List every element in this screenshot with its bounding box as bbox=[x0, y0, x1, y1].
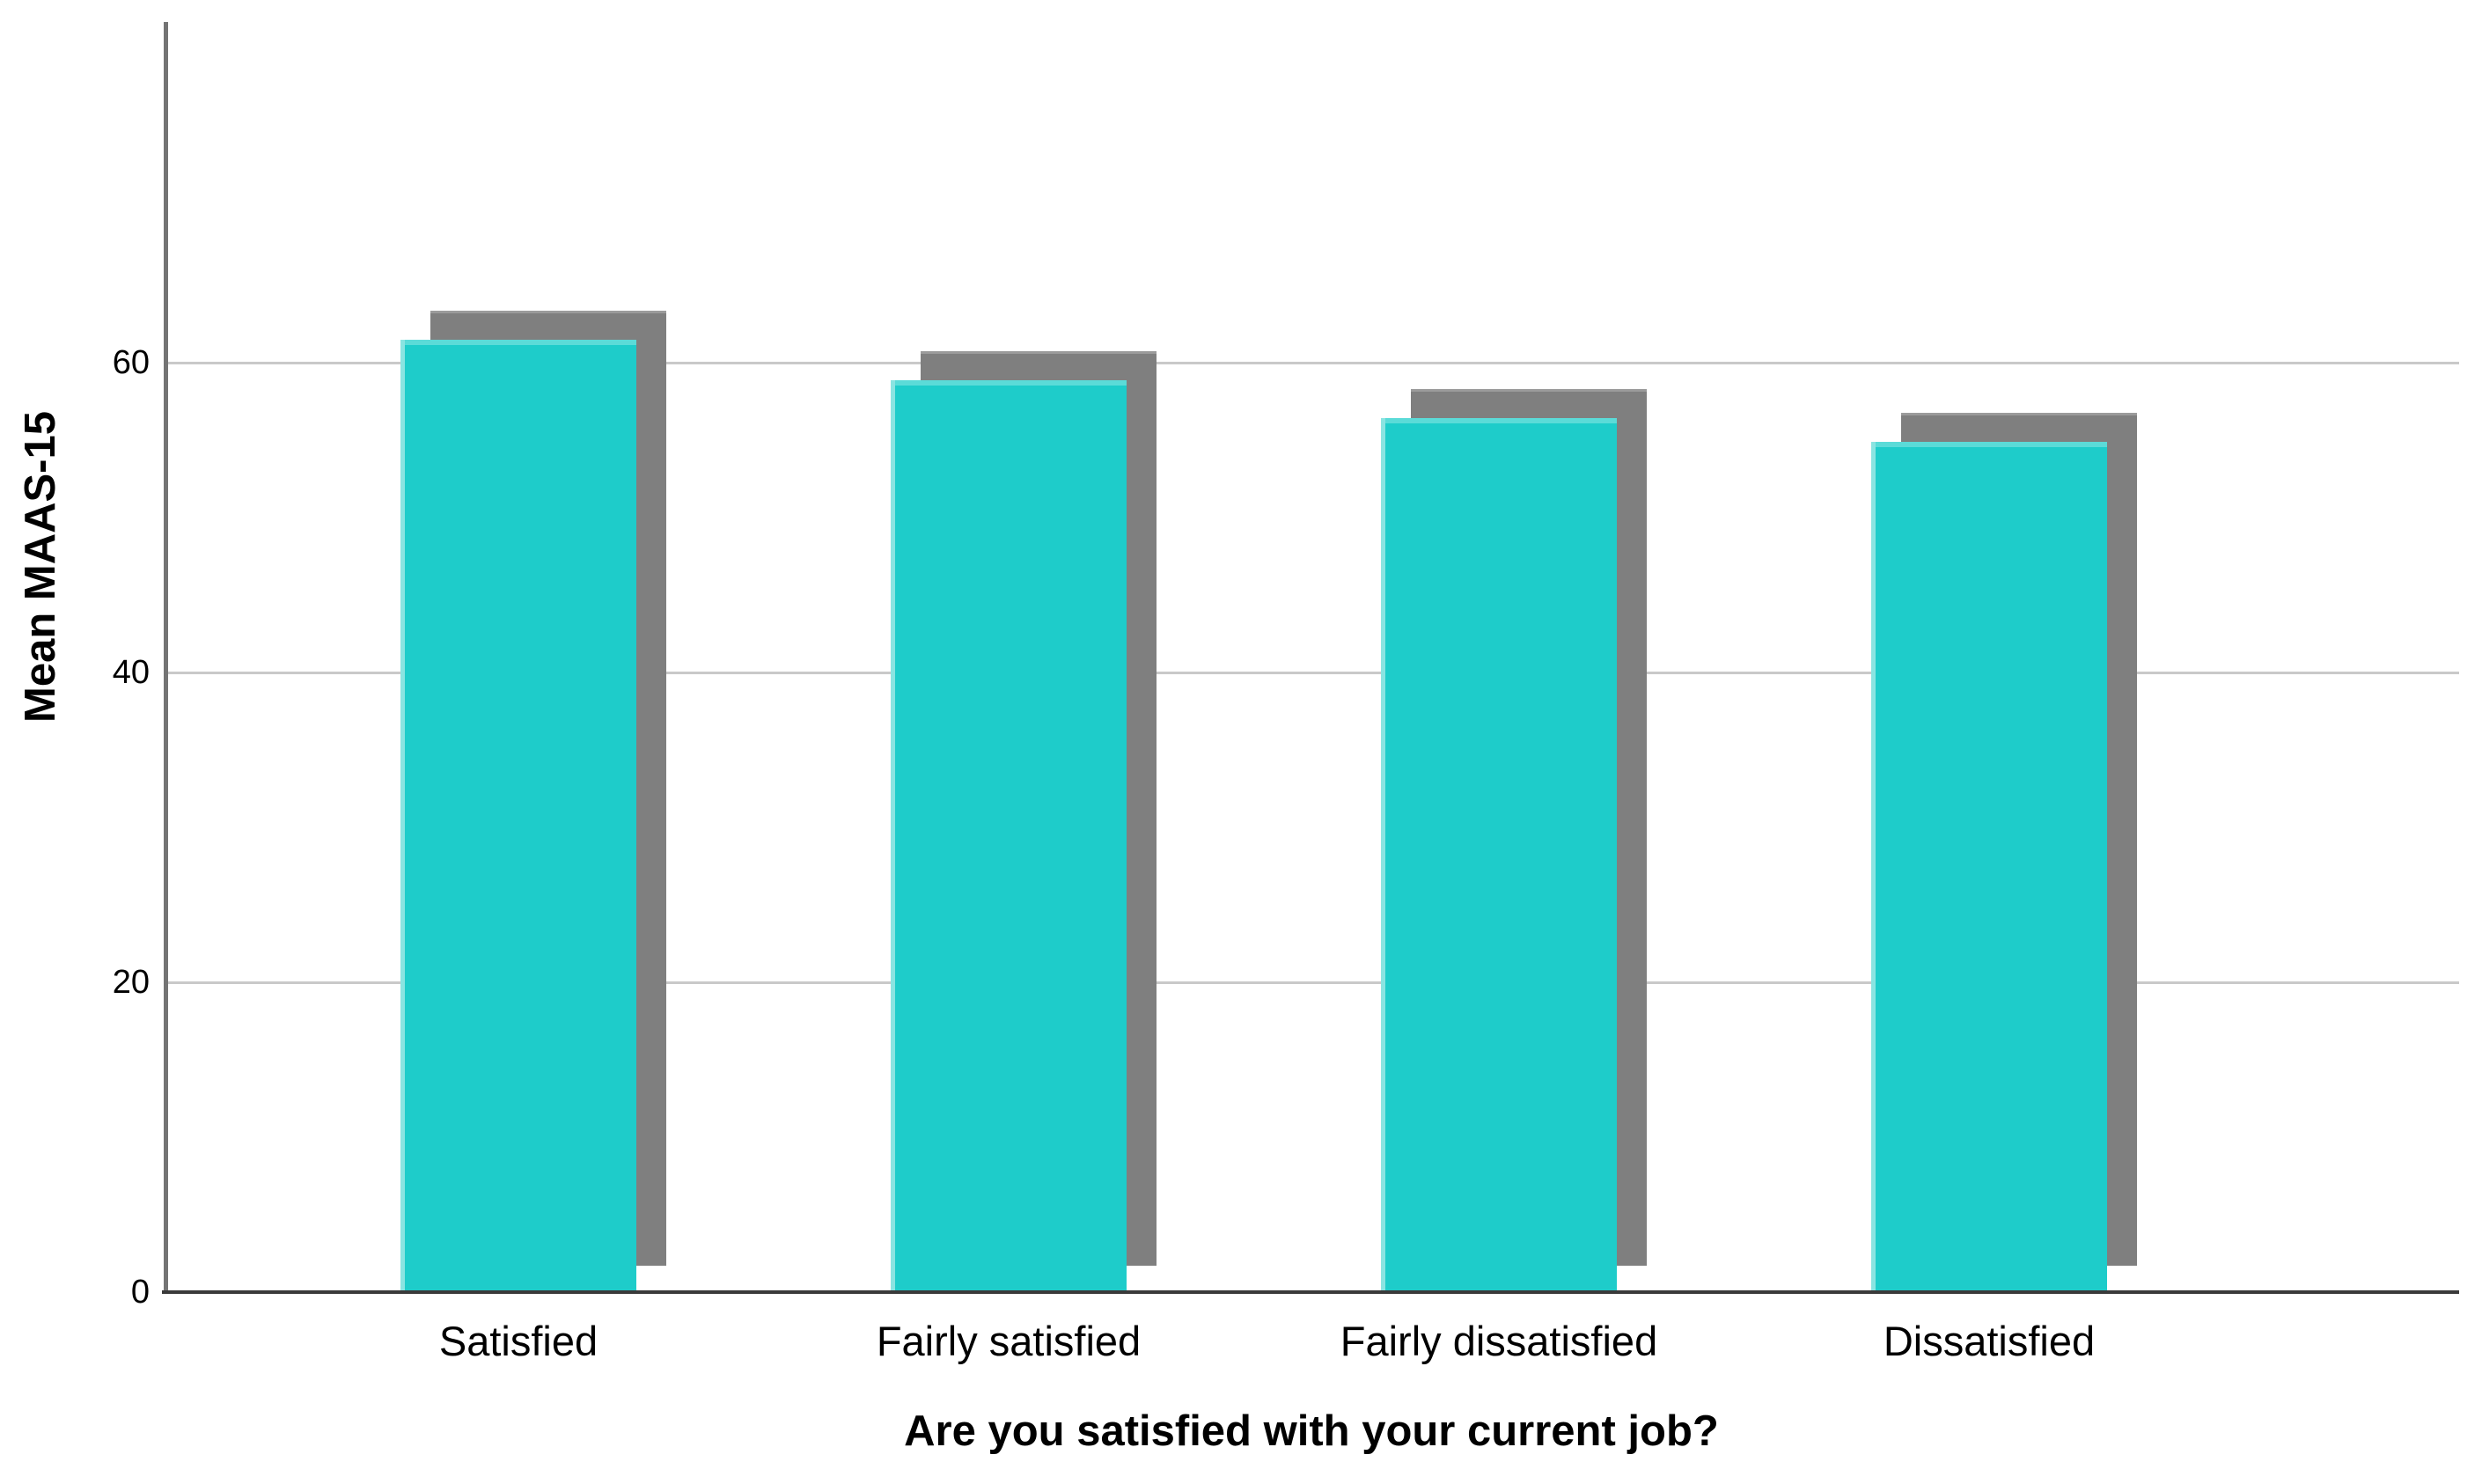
bar-1 bbox=[400, 339, 636, 1292]
y-axis-line bbox=[164, 22, 168, 1292]
x-category-label: Dissatisfied bbox=[1883, 1318, 2096, 1364]
x-axis-title: Are you satisfied with your current job? bbox=[904, 1407, 1719, 1455]
y-axis-title: Mean MAAS-15 bbox=[17, 411, 64, 723]
y-tick-label-0: 0 bbox=[130, 1274, 150, 1311]
y-tick-label-20: 20 bbox=[112, 964, 150, 1002]
bar-2 bbox=[891, 379, 1127, 1292]
y-tick-label-40: 40 bbox=[112, 654, 150, 692]
x-category-label: Fairly dissatisfied bbox=[1340, 1318, 1658, 1364]
bar-3 bbox=[1381, 418, 1617, 1292]
x-category-label: Satisfied bbox=[438, 1318, 598, 1364]
gridline-60 bbox=[165, 362, 2459, 365]
gridline-40 bbox=[165, 672, 2459, 675]
bar-4 bbox=[1871, 441, 2107, 1292]
gridline-20 bbox=[165, 981, 2459, 985]
x-axis-line bbox=[162, 1290, 2459, 1294]
y-tick-label-60: 60 bbox=[112, 344, 150, 382]
x-category-label: Fairly satisfied bbox=[876, 1318, 1142, 1364]
